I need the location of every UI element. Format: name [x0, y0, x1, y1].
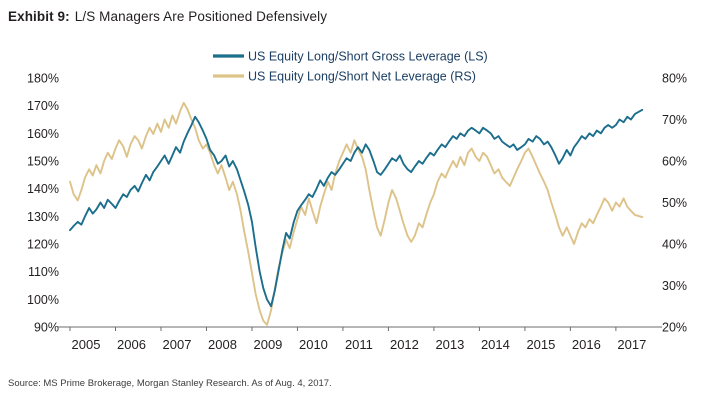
- x-axis-tick-label: 2005: [72, 337, 101, 352]
- y-axis-left-tick-label: 150%: [27, 155, 59, 169]
- y-axis-left-tick-label: 100%: [27, 293, 59, 307]
- y-axis-left-tick-label: 90%: [34, 321, 59, 335]
- x-axis-tick-label: 2011: [345, 337, 373, 352]
- chart-legend: US Equity Long/Short Gross Leverage (LS)…: [213, 50, 488, 84]
- series-line-gross-leverage: [69, 108, 644, 308]
- y-axis-right-tick-label: 80%: [662, 72, 687, 86]
- legend-label: US Equity Long/Short Gross Leverage (LS): [248, 50, 488, 64]
- y-axis-right-tick-label: 60%: [662, 155, 687, 169]
- y-axis-left-tick-label: 180%: [27, 72, 59, 86]
- y-axis-left-tick-label: 140%: [27, 182, 59, 196]
- x-axis-tick-label: 2010: [299, 337, 328, 352]
- y-axis-right-tick-label: 40%: [662, 238, 687, 252]
- y-axis-right-tick-label: 20%: [662, 321, 687, 335]
- page-title: L/S Managers Are Positioned Defensively: [74, 9, 328, 24]
- exhibit-number: Exhibit 9:: [8, 9, 70, 24]
- x-axis-tick-label: 2007: [163, 337, 192, 352]
- y-axis-left-tick-label: 130%: [27, 210, 59, 224]
- x-axis-tick-label: 2012: [390, 337, 419, 352]
- source-note: Source: MS Prime Brokerage, Morgan Stanl…: [8, 378, 332, 389]
- x-axis-tick-label: 2014: [481, 337, 510, 352]
- x-axis-tick-label: 2017: [617, 337, 646, 352]
- y-axis-left-tick-label: 160%: [27, 127, 59, 141]
- legend-label: US Equity Long/Short Net Leverage (RS): [248, 70, 476, 84]
- y-axis-left: 90% 100% 110% 120% 130% 140% 150% 160% 170% 180%: [27, 72, 59, 335]
- y-axis-right-tick-label: 50%: [662, 196, 687, 210]
- y-axis-right: 20% 30% 40% 50% 60% 70% 80%: [662, 72, 687, 335]
- series-line-net-leverage: [69, 101, 644, 326]
- y-axis-right-tick-label: 70%: [662, 113, 687, 127]
- x-axis-tick-label: 2015: [526, 337, 555, 352]
- exhibit-title: Exhibit 9: L/S Managers Are Positioned De…: [8, 9, 327, 24]
- y-axis-right-tick-label: 30%: [662, 279, 687, 293]
- x-axis-tick-label: 2008: [208, 337, 237, 352]
- y-axis-left-tick-label: 110%: [28, 265, 59, 279]
- x-axis-tick-label: 2016: [572, 337, 601, 352]
- x-axis-tick-label: 2009: [253, 337, 282, 352]
- y-axis-left-tick-label: 120%: [27, 238, 59, 252]
- x-axis: 2005 2006 2007 2008 2009 2010 2011 2012 2013 2014…: [69, 327, 646, 352]
- chart-area: US Equity Long/Short Gross Leverage (LS)…: [0, 36, 720, 372]
- x-axis-tick-label: 2013: [435, 337, 464, 352]
- x-axis-tick-label: 2006: [117, 337, 146, 352]
- dual-axis-line-chart: US Equity Long/Short Gross Leverage (LS)…: [27, 50, 687, 353]
- y-axis-left-tick-label: 170%: [27, 99, 59, 113]
